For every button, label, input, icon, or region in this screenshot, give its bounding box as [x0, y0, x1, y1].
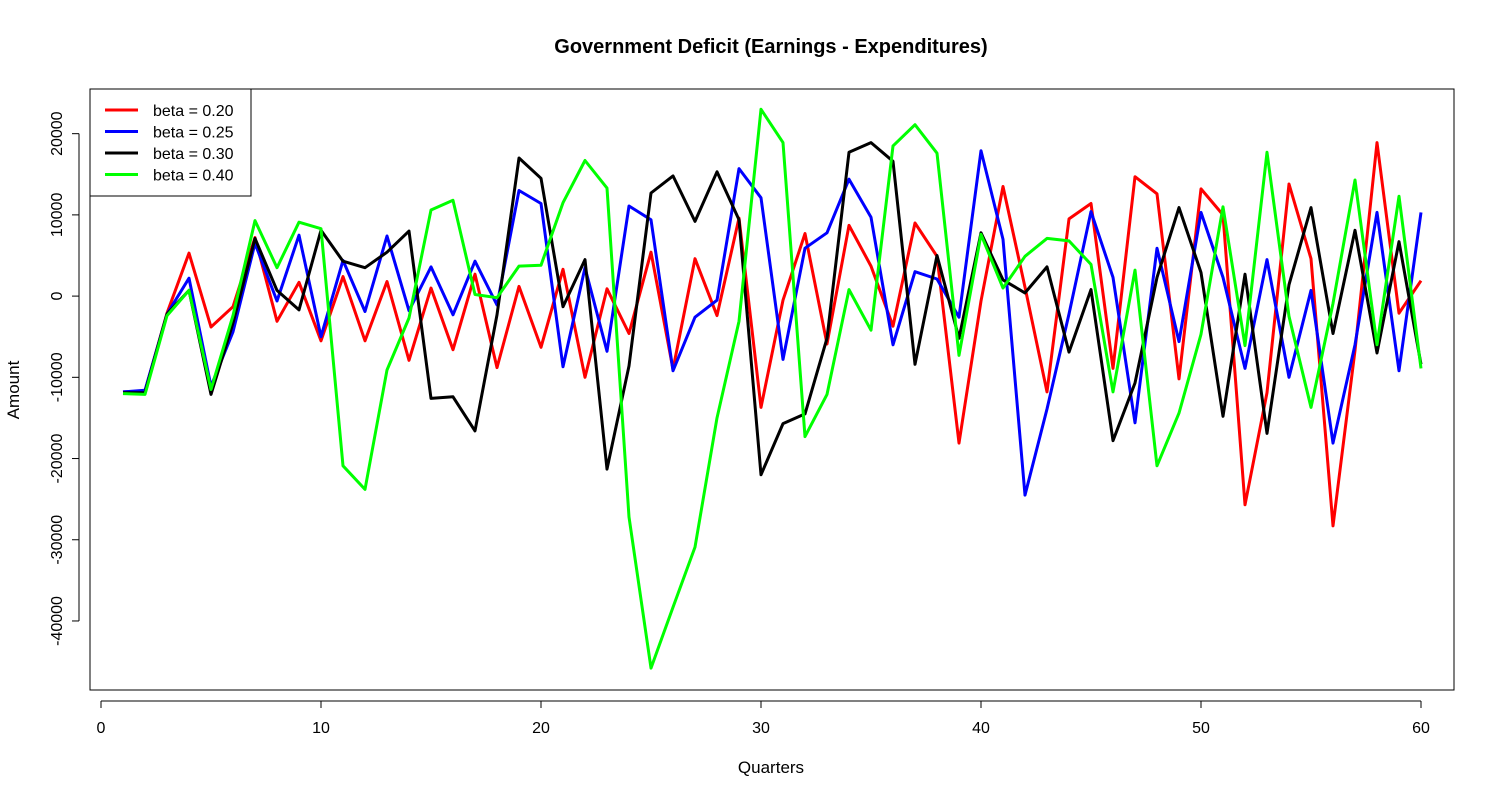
series-line-3 [122, 107, 1423, 670]
series-line-2 [123, 141, 1423, 477]
y-tick-label: 20000 [49, 111, 66, 156]
x-tick-label: 30 [752, 720, 770, 737]
legend: beta = 0.20 beta = 0.25 beta = 0.30 beta = … [89, 88, 252, 197]
legend-label-1: beta = 0.25 [153, 125, 234, 142]
x-tick-label: 0 [97, 720, 106, 737]
legend-label-0: beta = 0.20 [153, 103, 234, 120]
chart-title: Government Deficit (Earnings - Expenditu… [554, 36, 987, 58]
legend-label-3: beta = 0.40 [153, 168, 234, 185]
series-line-0 [122, 141, 1423, 528]
y-tick-label: -30000 [49, 515, 66, 565]
x-tick-label: 20 [532, 720, 550, 737]
x-tick-label: 40 [972, 720, 990, 737]
y-tick-label: 10000 [49, 193, 66, 238]
x-axis: 0 10 20 30 40 50 60 [97, 700, 1430, 737]
plot-frame [89, 88, 1455, 691]
x-axis-label: Quarters [738, 758, 804, 777]
y-axis-label: Amount [4, 360, 23, 419]
y-tick-label: -40000 [49, 596, 66, 646]
y-tick-label: 0 [49, 292, 66, 301]
x-tick-label: 10 [312, 720, 330, 737]
y-axis: -40000 -30000 -20000 -10000 0 10000 20000 [49, 111, 80, 646]
x-tick-label: 60 [1412, 720, 1430, 737]
legend-box [89, 88, 252, 197]
legend-label-2: beta = 0.30 [153, 146, 234, 163]
y-tick-label: -10000 [49, 352, 66, 402]
x-tick-label: 50 [1192, 720, 1210, 737]
y-tick-label: -20000 [49, 434, 66, 484]
series-lines [122, 107, 1423, 670]
series-line-1 [122, 149, 1423, 497]
